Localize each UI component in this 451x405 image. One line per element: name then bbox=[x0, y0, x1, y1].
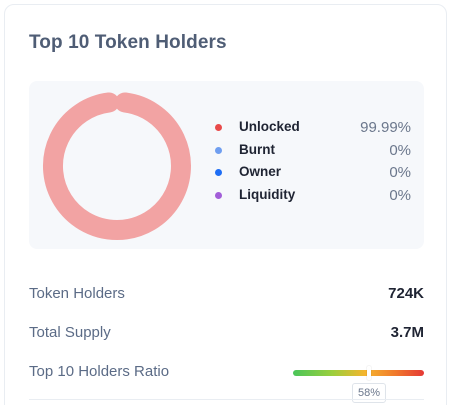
distribution-legend: Unlocked 99.99% Burnt 0% Owner 0% Liquid… bbox=[211, 117, 411, 207]
token-holders-row: Token Holders 724K bbox=[29, 285, 424, 309]
divider bbox=[29, 399, 424, 400]
token-holders-value: 724K bbox=[388, 285, 424, 302]
legend-label: Liquidity bbox=[239, 186, 296, 202]
legend-value: 0% bbox=[389, 141, 411, 159]
legend-item-unlocked: Unlocked 99.99% bbox=[211, 117, 411, 140]
legend-item-owner: Owner 0% bbox=[211, 162, 411, 185]
top10-ratio-label: Top 10 Holders Ratio bbox=[29, 363, 170, 380]
owner-dot-icon bbox=[215, 169, 222, 176]
total-supply-row: Total Supply 3.7M bbox=[29, 324, 424, 348]
top10-ratio-row: Top 10 Holders Ratio 58% bbox=[29, 363, 424, 403]
legend-value: 99.99% bbox=[360, 119, 411, 136]
legend-value: 0% bbox=[389, 164, 411, 181]
top-holders-card: Top 10 Token Holders Unlocked 99.99% Bur… bbox=[4, 4, 447, 405]
unlocked-dot-icon bbox=[215, 124, 222, 131]
legend-value: 0% bbox=[389, 186, 411, 204]
liquidity-dot-icon bbox=[215, 191, 222, 199]
legend-label: Unlocked bbox=[239, 119, 300, 134]
holders-ratio-gauge bbox=[293, 366, 424, 380]
burnt-dot-icon bbox=[215, 146, 222, 154]
card-title: Top 10 Token Holders bbox=[29, 32, 227, 53]
legend-item-liquidity: Liquidity 0% bbox=[211, 185, 411, 208]
token-holders-label: Token Holders bbox=[29, 285, 125, 302]
legend-label: Burnt bbox=[239, 141, 275, 157]
total-supply-value: 3.7M bbox=[390, 324, 424, 341]
legend-label: Owner bbox=[239, 164, 282, 179]
legend-item-burnt: Burnt 0% bbox=[211, 140, 411, 163]
total-supply-label: Total Supply bbox=[29, 324, 111, 341]
ratio-value-tooltip: 58% bbox=[351, 383, 386, 403]
ratio-marker bbox=[366, 366, 371, 380]
distribution-panel: Unlocked 99.99% Burnt 0% Owner 0% Liquid… bbox=[29, 81, 424, 249]
holder-distribution-donut bbox=[42, 92, 191, 240]
donut-segment-unlocked bbox=[42, 92, 191, 240]
